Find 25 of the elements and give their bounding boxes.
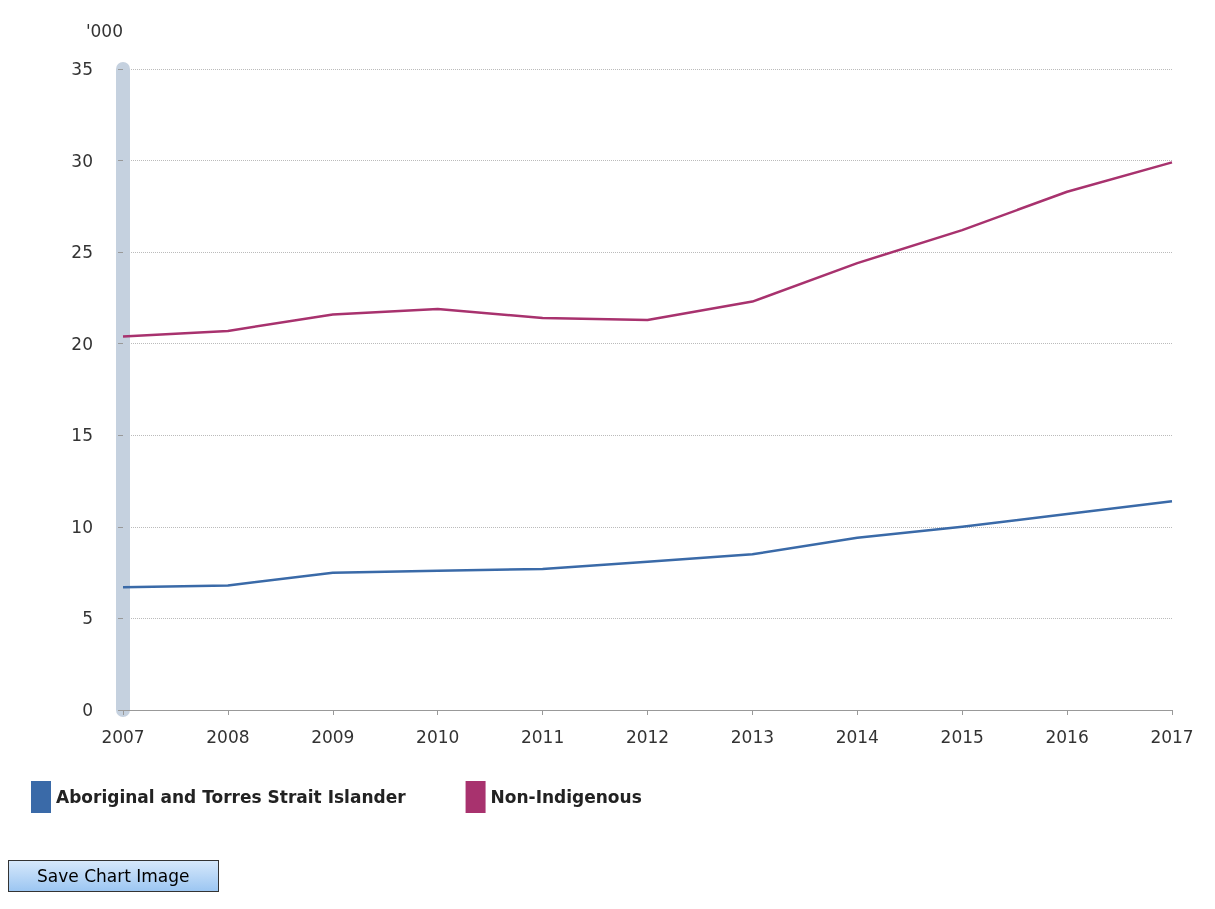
x-tick-label: 2009	[311, 726, 355, 747]
y-axis-title: '000	[85, 20, 123, 41]
x-tick-label: 2007	[101, 726, 145, 747]
x-tick-label: 2011	[520, 726, 565, 747]
legend-label: Aboriginal and Torres Strait Islander	[56, 787, 407, 807]
y-tick-label: 35	[71, 59, 93, 79]
x-tick-label: 2015	[940, 726, 984, 747]
save-button: Save Chart Image	[8, 860, 219, 892]
x-tick-label: 2008	[206, 726, 250, 747]
x-tick-label: 2016	[1045, 726, 1089, 747]
legend-label: Non-Indigenous	[490, 787, 642, 807]
x-tick-label: 2017	[1150, 726, 1194, 747]
y-tick-label: 30	[71, 150, 93, 171]
line-series	[121, 161, 1174, 338]
y-tick-label: 15	[71, 425, 93, 446]
x-tick-label: 2010	[416, 726, 460, 747]
x-tick-label: 2014	[835, 726, 879, 747]
x-tick-label: 2013	[730, 726, 775, 747]
y-tick-label: 5	[82, 608, 93, 629]
y-tick-label: 10	[71, 516, 93, 537]
line-series	[121, 499, 1174, 589]
y-tick-label: 20	[71, 333, 93, 354]
y-tick-label: 0	[82, 700, 93, 720]
x-tick-label: 2012	[625, 726, 670, 747]
y-tick-label: 25	[71, 242, 93, 263]
